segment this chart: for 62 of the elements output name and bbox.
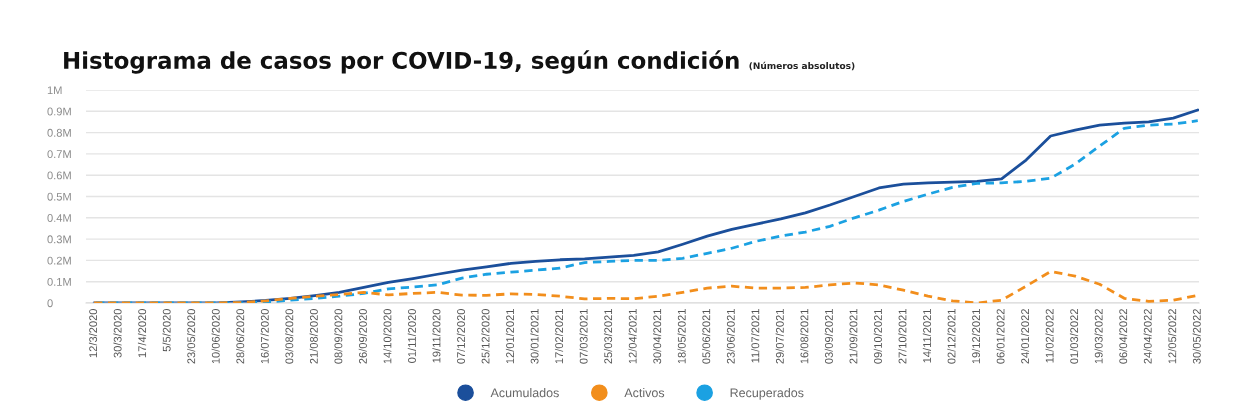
x-tick-label: 24/04/2022 (1143, 309, 1152, 364)
x-tick-label: 12/01/2021 (505, 309, 515, 364)
y-tick-label: 0.8M (47, 128, 71, 137)
x-tick-label: 11/07/2021 (751, 309, 760, 363)
x-tick-label: 30/3/2020 (113, 308, 122, 358)
x-tick-label: 23/05/2020 (187, 308, 196, 364)
x-tick-label: 30/01/2021 (530, 309, 539, 364)
y-tick-label: 0.2M (47, 256, 71, 265)
x-tick-label: 29/07/2021 (775, 309, 784, 364)
y-tick-label: 1M (47, 86, 62, 95)
x-tick-label: 06/01/2022 (996, 309, 1005, 364)
x-tick-label: 05/06/2021 (702, 309, 711, 364)
x-tick-label: 19/11/2020 (432, 308, 441, 363)
x-tick-label: 03/08/2020 (285, 308, 294, 364)
x-tick-label: 25/12/2020 (481, 308, 490, 364)
chart-title: Histograma de casos por COVID-19, según condición (64, 50, 739, 74)
x-tick-label: 17/02/2021 (554, 309, 564, 364)
x-tick-label: 19/12/2021 (971, 309, 981, 364)
x-tick-label: 30/04/2021 (653, 309, 662, 364)
x-tick-label: 07/12/2020 (456, 308, 465, 364)
legend-label: Activos (624, 388, 665, 398)
x-tick-label: 21/09/2021 (849, 309, 858, 364)
chart-subtitle: (Números absolutos) (749, 61, 855, 71)
y-tick-label: 0.3M (47, 235, 71, 244)
x-tick-label: 17/4/2020 (137, 308, 147, 358)
y-tick-label: 0.6M (47, 171, 71, 180)
x-tick-label: 10/06/2020 (211, 308, 220, 364)
y-tick-label: 0.9M (47, 107, 71, 116)
x-tick-label: 14/10/2020 (383, 308, 392, 364)
x-tick-label: 19/03/2022 (1094, 309, 1103, 364)
x-tick-label: 23/06/2021 (726, 309, 735, 364)
y-tick-label: 0.7M (47, 150, 71, 159)
x-tick-label: 03/09/2021 (824, 309, 833, 364)
x-tick-label: 11/02/2022 (1045, 309, 1054, 363)
x-tick-label: 12/05/2022 (1168, 309, 1177, 364)
y-tick-label: 0 (47, 299, 53, 308)
legend-label: Acumulados (490, 388, 559, 398)
x-tick-label: 25/03/2021 (603, 309, 613, 364)
y-tick-label: 0.4M (47, 214, 71, 222)
x-tick-label: 27/10/2021 (898, 309, 907, 364)
y-tick-label: 0.1M (47, 277, 71, 286)
x-tick-label: 12/3/2020 (88, 308, 98, 358)
y-tick-label: 0.5M (47, 192, 71, 201)
x-tick-label: 06/04/2022 (1119, 309, 1128, 364)
x-tick-label: 16/08/2021 (800, 309, 809, 364)
x-tick-label: 26/09/2020 (358, 308, 367, 364)
x-tick-label: 14/11/2021 (922, 309, 931, 363)
x-tick-label: 09/10/2021 (873, 309, 882, 364)
x-tick-label: 30/05/2022 (1192, 309, 1201, 364)
x-tick-label: 21/08/2020 (309, 308, 318, 364)
x-tick-label: 01/03/2022 (1069, 309, 1079, 364)
x-tick-label: 08/09/2020 (334, 308, 343, 364)
legend-label: Recuperados (730, 388, 804, 400)
x-tick-label: 5/5/2020 (162, 308, 171, 352)
x-tick-label: 28/06/2020 (236, 308, 245, 364)
x-tick-label: 01/11/2020 (407, 308, 416, 363)
x-tick-label: 07/03/2021 (579, 309, 588, 364)
x-tick-label: 12/04/2021 (628, 309, 637, 364)
x-tick-label: 24/01/2022 (1020, 309, 1030, 364)
x-tick-label: 18/05/2021 (677, 309, 686, 364)
x-tick-label: 16/07/2020 (260, 308, 269, 364)
x-tick-label: 02/12/2021 (947, 309, 956, 364)
